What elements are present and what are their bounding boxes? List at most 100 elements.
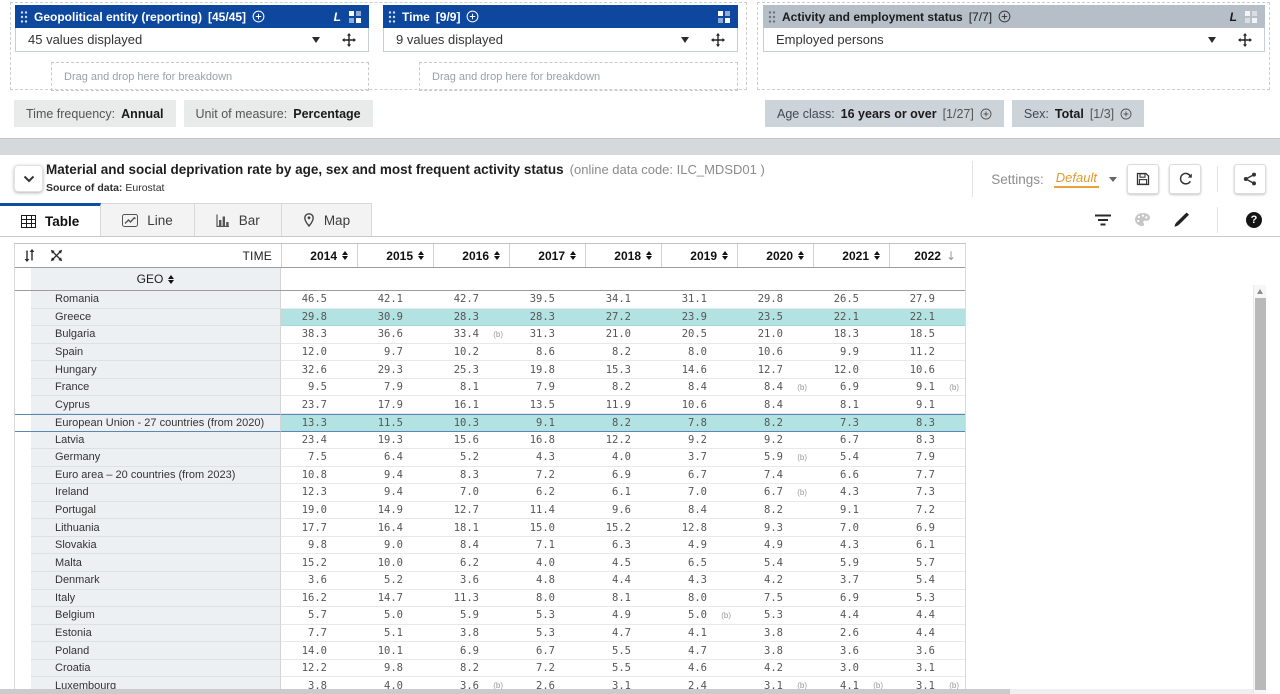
collapse-header-button[interactable] [14,165,43,192]
geo-cell[interactable]: Croatia [31,659,281,678]
matrix-icon[interactable] [1245,10,1257,23]
dimension-header-time[interactable]: Time [9/9] [383,5,738,28]
year-column-header[interactable]: 2015 [357,244,433,267]
tab-table[interactable]: Table [0,203,102,236]
dimension-header-geo[interactable]: Geopolitical entity (reporting) [45/45] … [15,5,369,28]
scrollbar-thumb[interactable] [1255,298,1266,690]
geo-cell[interactable]: European Union - 27 countries (from 2020… [31,413,281,432]
geo-cell[interactable]: Latvia [31,431,281,450]
label-mode-icon[interactable]: L [1229,9,1237,24]
geo-cell[interactable]: Denmark [31,572,281,590]
share-button[interactable] [1234,164,1266,194]
geo-cell[interactable]: Poland [31,642,281,660]
help-button[interactable]: ? [1246,211,1262,228]
matrix-icon[interactable] [349,10,361,23]
geo-cell[interactable]: Malta [31,554,281,572]
value-cell: 5.9 (b) [737,449,813,467]
year-column-header[interactable]: 2014 [281,244,357,267]
geo-cell[interactable]: Bulgaria [31,326,281,344]
filter-button[interactable] [1094,213,1112,227]
move-icon[interactable] [711,32,725,47]
value-text: 17.9 [377,398,403,411]
chevron-down-icon[interactable] [1109,176,1117,182]
scrollbar-thumb[interactable] [0,689,1010,694]
geo-cell[interactable]: Cyprus [31,396,281,414]
drag-drop-area[interactable]: Drag and drop here for breakdown [419,62,738,91]
drag-grip-icon[interactable] [388,10,396,24]
add-value-icon[interactable] [466,10,479,23]
move-icon[interactable] [1238,32,1252,47]
value-text: 29.8 [757,293,783,306]
year-column-header[interactable]: 2020 [737,244,813,267]
add-value-icon[interactable] [252,10,265,23]
geo-cell[interactable]: Romania [31,291,281,309]
year-column-header[interactable]: 2022 ↓ [889,244,965,267]
value-cell: 4.1 [661,624,737,643]
geo-cell[interactable]: Belgium [31,607,281,625]
time-values-dropdown[interactable]: 9 values displayed [383,28,738,52]
move-icon[interactable] [342,32,356,47]
label-mode-icon[interactable]: L [333,9,341,24]
value-text: 4.4 [612,574,631,587]
geo-cell[interactable]: Lithuania [31,519,281,537]
activity-values-dropdown[interactable]: Employed persons [763,28,1265,52]
value-cell: 4.3 [813,484,889,502]
table-row: Bulgaria 38.3 36.6 33.4 (b) 31.3 21.0 20.5 21.0 1… [15,326,965,344]
add-value-icon[interactable] [1120,108,1132,120]
geo-values-dropdown[interactable]: 45 values displayed [15,28,369,52]
reset-settings-button[interactable] [1169,164,1201,194]
chip-time-frequency[interactable]: Time frequency: Annual [14,100,176,127]
value-text: 5.3 [764,609,783,622]
geo-cell[interactable]: Greece [31,308,281,327]
add-value-icon[interactable] [998,10,1011,23]
geo-column-header[interactable]: GEO [31,268,281,290]
value-cell: 15.0 [509,519,585,537]
geo-cell[interactable]: Ireland [31,484,281,502]
fullscreen-icon[interactable] [50,249,63,262]
chip-age-class[interactable]: Age class: 16 years or over [1/27] [765,100,1004,127]
tab-line[interactable]: Line [101,203,195,236]
customise-button[interactable] [1173,212,1189,228]
geo-cell[interactable]: Germany [31,449,281,467]
drag-drop-area[interactable]: Drag and drop here for breakdown [51,62,369,91]
scroll-up-button[interactable] [1254,285,1266,297]
value-text: 23.4 [301,433,327,446]
value-cell: 5.3 [509,607,585,625]
geo-cell[interactable]: Euro area – 20 countries (from 2023) [31,466,281,485]
drag-grip-icon[interactable] [768,10,776,24]
year-column-header[interactable]: 2017 [509,244,585,267]
geo-cell[interactable]: Estonia [31,624,281,643]
value-text: 8.4 [764,381,783,394]
geo-cell[interactable]: Italy [31,589,281,608]
matrix-icon[interactable] [718,10,730,23]
geo-cell[interactable]: Hungary [31,361,281,379]
geo-cell[interactable]: Portugal [31,501,281,520]
vertical-scrollbar[interactable] [1253,285,1266,694]
value-text: 4.9 [612,609,631,622]
dimension-header-activity[interactable]: Activity and employment status [7/7] L [763,5,1265,28]
drag-grip-icon[interactable] [20,10,28,24]
value-cell: 4.5 [585,554,661,572]
add-value-icon[interactable] [980,108,992,120]
save-settings-button[interactable] [1127,164,1159,194]
year-column-header[interactable]: 2019 [661,244,737,267]
value-text: 39.5 [529,293,555,306]
value-cell: 10.6 [889,361,965,379]
year-column-header[interactable]: 2016 [433,244,509,267]
table-row: European Union - 27 countries (from 2020… [15,413,965,432]
tab-bar[interactable]: Bar [194,203,282,236]
geo-cell[interactable]: Slovakia [31,536,281,555]
horizontal-scrollbar[interactable] [0,689,1253,694]
geo-cell[interactable]: Spain [31,343,281,362]
settings-selected[interactable]: Default [1053,170,1099,188]
value-text: 25.3 [453,363,479,376]
chip-label: Age class: [777,106,835,121]
year-column-header[interactable]: 2018 [585,244,661,267]
year-column-header[interactable]: 2021 [813,244,889,267]
chip-unit-of-measure[interactable]: Unit of measure: Percentage [183,100,373,127]
chip-sex[interactable]: Sex: Total [1/3] [1011,100,1145,127]
sort-rows-icon[interactable] [23,249,36,262]
geo-cell[interactable]: France [31,378,281,397]
tab-map[interactable]: Map [281,203,373,236]
value-cell: 4.4 [813,607,889,625]
